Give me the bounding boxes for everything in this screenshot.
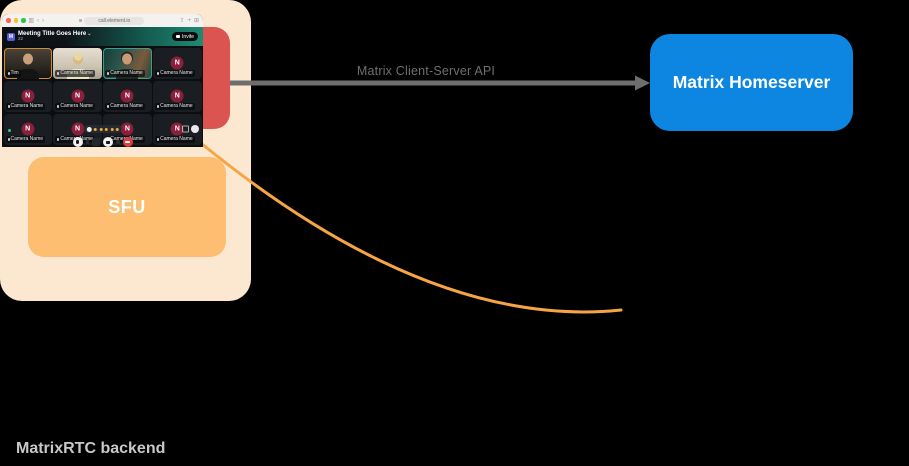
microphone-icon [76, 140, 79, 144]
invite-label: Invite [182, 33, 194, 40]
minimize-window-button[interactable] [13, 18, 18, 23]
privacy-shield-icon [79, 19, 83, 22]
tab-overview-icon[interactable]: ⊞ [193, 17, 199, 24]
participant-face [22, 53, 33, 65]
participant-name-label: Camera Name [105, 70, 145, 78]
api-arrow-label: Matrix Client-Server API [356, 64, 496, 78]
participant-name-label: Camera Name [155, 136, 195, 144]
backend-label: MatrixRTC backend [16, 440, 166, 457]
room-title[interactable]: Meeting Title Goes Here⌄ [18, 30, 92, 37]
tile-settings-button[interactable] [190, 125, 199, 134]
participant-avatar: N [71, 89, 85, 103]
mic-status-icon [7, 105, 10, 109]
address-bar[interactable]: call.element.io [84, 16, 145, 25]
mic-status-icon [7, 138, 10, 142]
client-browser-window: ▥ ‹ › call.element.io ⇧ + ⊞ M Meeting Ti… [2, 14, 203, 147]
sidebar-icon[interactable]: ▥ [28, 17, 35, 24]
participant-name-label: Camera Name [105, 103, 145, 111]
room-avatar: M [7, 32, 15, 41]
mic-status-icon [157, 105, 160, 109]
participant-avatar: N [71, 122, 85, 136]
call-controls [72, 137, 133, 147]
share-icon[interactable]: ⇧ [179, 17, 185, 24]
mic-status-icon [157, 72, 160, 76]
camera-button[interactable] [103, 137, 113, 147]
participant-name-label: Camera Name [55, 70, 95, 78]
chevron-down-icon: ⌄ [87, 30, 92, 37]
room-meta: Meeting Title Goes Here⌄ 22 [18, 31, 91, 43]
hangup-button[interactable] [122, 137, 133, 147]
participant-face [122, 53, 133, 65]
participant-tile[interactable]: Tim [3, 47, 52, 80]
mic-status-icon [107, 105, 110, 109]
participant-avatar: N [170, 89, 184, 103]
microphone-chevron-icon[interactable] [85, 140, 89, 144]
mic-status-icon [107, 72, 110, 76]
media-connection-curve [200, 142, 623, 314]
hangup-icon [125, 141, 130, 143]
reaction-dot-icon[interactable] [93, 127, 97, 131]
address-bar-area: call.element.io [47, 16, 176, 25]
reaction-dot-icon[interactable] [115, 127, 119, 131]
forward-icon[interactable]: › [42, 17, 45, 24]
camera-chevron-icon[interactable] [116, 140, 120, 144]
participant-avatar: N [120, 89, 134, 103]
participant-video [16, 69, 39, 80]
mic-status-icon [57, 72, 60, 76]
participant-avatar: N [170, 56, 184, 70]
reaction-dot-icon[interactable] [99, 127, 103, 131]
camera-icon [176, 35, 181, 38]
participant-tile[interactable]: Camera Name [103, 47, 152, 80]
participant-avatar: N [170, 122, 184, 136]
participant-avatar: N [21, 122, 35, 136]
participant-name-label: Camera Name [55, 103, 95, 111]
homeserver-label: Matrix Homeserver [672, 72, 831, 92]
reaction-dot-icon[interactable] [104, 127, 108, 131]
close-window-button[interactable] [6, 18, 11, 23]
participant-name-label: Tim [5, 70, 21, 78]
invite-button[interactable]: Invite [172, 32, 198, 41]
mic-status-icon [57, 105, 60, 109]
zoom-window-button[interactable] [21, 18, 26, 23]
call-header: M Meeting Title Goes Here⌄ 22 Invite [2, 27, 203, 46]
reactions-bar[interactable] [83, 125, 122, 133]
participant-count: 22 [18, 36, 24, 42]
sfu-label: SFU [108, 196, 146, 217]
new-tab-icon[interactable]: + [187, 17, 191, 24]
participant-name-label: Camera Name [5, 103, 46, 111]
mic-status-icon [7, 72, 10, 76]
speaking-indicator-icon [7, 129, 11, 133]
reaction-dot-icon[interactable] [110, 127, 114, 131]
mic-status-icon [157, 138, 160, 142]
participant-face [72, 53, 83, 65]
participant-name-label: Camera Name [155, 103, 195, 111]
participant-name-label: Camera Name [155, 70, 195, 78]
sfu-box[interactable]: SFU [28, 157, 226, 257]
smiley-reaction-icon[interactable] [86, 126, 92, 132]
screen-share-button[interactable] [92, 138, 100, 146]
browser-chrome-bar: ▥ ‹ › call.element.io ⇧ + ⊞ [2, 14, 203, 27]
participant-tile[interactable]: Camera Name [53, 47, 102, 80]
participant-name-label: Camera Name [5, 136, 46, 144]
homeserver-box[interactable]: Matrix Homeserver [650, 34, 853, 131]
microphone-button[interactable] [72, 137, 83, 147]
video-grid: Tim Camera Name Camera Name N Camera Name N Ca… [2, 46, 203, 147]
url-text: call.element.io [98, 17, 131, 24]
expand-tile-icon[interactable] [181, 125, 189, 133]
participant-avatar: N [120, 122, 134, 136]
back-icon[interactable]: ‹ [37, 17, 40, 24]
camera-icon [106, 140, 110, 144]
participant-avatar: N [21, 89, 35, 103]
mic-status-icon [57, 138, 60, 142]
